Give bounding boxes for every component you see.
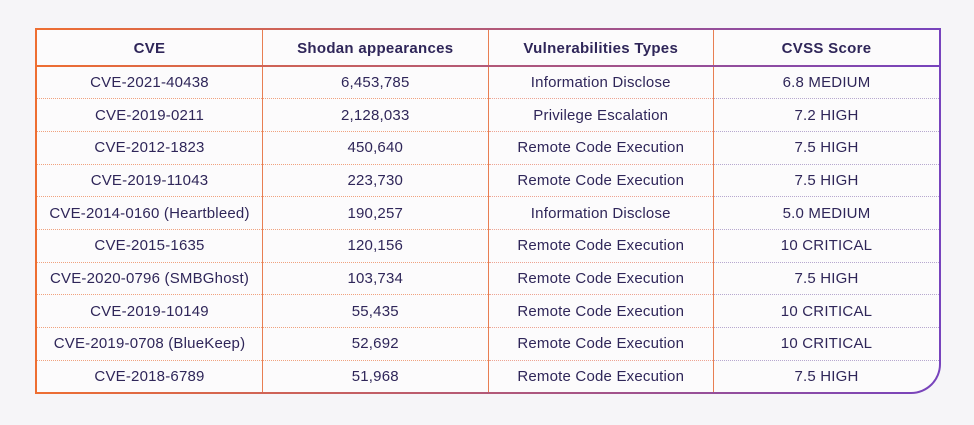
table-row: CVE-2021-40438 6,453,785 Information Discl… — [37, 67, 939, 99]
cvss-score-cell: 7.5 HIGH — [713, 163, 939, 197]
shodan-appearances-cell: 6,453,785 — [262, 67, 489, 99]
cvss-score-cell: 10 CRITICAL — [713, 294, 939, 328]
cve-cell: CVE-2014-0160 (Heartbleed) — [37, 196, 263, 230]
table-row: CVE-2015-1635 120,156 Remote Code Executio… — [37, 228, 939, 263]
shodan-appearances-cell: 51,968 — [262, 359, 489, 392]
column-header-cve: CVE — [37, 30, 263, 67]
cvss-score-cell: 10 CRITICAL — [713, 326, 939, 361]
table-row: CVE-2018-6789 51,968 Remote Code Execution… — [37, 359, 939, 392]
vulnerability-type-cell: Remote Code Execution — [488, 359, 714, 392]
cve-cell: CVE-2018-6789 — [37, 359, 263, 392]
vulnerability-type-cell: Remote Code Execution — [488, 326, 714, 361]
column-header-shodan-appearances: Shodan appearances — [262, 30, 489, 67]
vulnerability-type-cell: Remote Code Execution — [488, 163, 714, 197]
cvss-score-cell: 7.2 HIGH — [713, 98, 939, 132]
vulnerability-type-cell: Information Disclose — [488, 67, 714, 99]
shodan-appearances-cell: 450,640 — [262, 131, 489, 165]
header-row: CVE Shodan appearances Vulnerabilities T… — [37, 30, 939, 67]
cvss-score-cell: 6.8 MEDIUM — [782, 74, 871, 92]
vulnerability-type-cell: Information Disclose — [488, 196, 714, 230]
cve-cell: CVE-2019-0211 — [37, 98, 263, 132]
cve-cell: CVE-2019-11043 — [37, 163, 263, 197]
shodan-appearances-cell: 55,435 — [262, 294, 489, 328]
table-row: CVE-2019-0708 (BlueKeep) 52,692 Remote Cod… — [37, 326, 939, 361]
table-row: CVE-2019-11043 223,730 Remote Code Executi… — [37, 163, 939, 197]
cve-cell: CVE-2019-10149 — [37, 294, 263, 328]
cve-cell: CVE-2021-40438 — [37, 67, 263, 99]
cvss-score-cell: 10 CRITICAL — [713, 228, 939, 263]
shodan-appearances-cell: 103,734 — [262, 261, 489, 295]
table-row: CVE-2020-0796 (SMBGhost) 103,734 Remote Co… — [37, 261, 939, 295]
cve-vulnerabilities-table: CVE Shodan appearances Vulnerabilities T… — [35, 28, 941, 394]
cve-cell: CVE-2020-0796 (SMBGhost) — [37, 261, 263, 295]
shodan-appearances-cell: 2,128,033 — [262, 98, 489, 132]
cvss-score-cell: 7.5 HIGH — [713, 131, 939, 165]
shodan-appearances-cell: 223,730 — [262, 163, 489, 197]
cvss-score-cell: 7.5 HIGH — [713, 261, 939, 295]
table-row: CVE-2019-0211 2,128,033 Privilege Escalati… — [37, 98, 939, 132]
cvss-score-cell: 5.0 MEDIUM — [713, 196, 939, 230]
header-separator-line — [37, 65, 939, 67]
table-row: CVE-2014-0160 (Heartbleed) 190,257 Informa… — [37, 196, 939, 230]
table-row: CVE-2012-1823 450,640 Remote Code Executio… — [37, 131, 939, 165]
shodan-appearances-cell: 190,257 — [262, 196, 489, 230]
vulnerability-type-cell: Remote Code Execution — [488, 261, 714, 295]
data-table: CVE Shodan appearances Vulnerabilities T… — [37, 30, 939, 392]
column-header-vulnerabilities-types: Vulnerabilities Types — [488, 30, 714, 67]
table-header: CVE Shodan appearances Vulnerabilities T… — [37, 30, 939, 67]
vulnerability-type-cell: Remote Code Execution — [488, 131, 714, 165]
vulnerability-type-cell: Remote Code Execution — [488, 294, 714, 328]
table-row: CVE-2019-10149 55,435 Remote Code Executio… — [37, 294, 939, 328]
cvss-score-cell: 7.5 HIGH — [713, 359, 939, 392]
cve-cell: CVE-2019-0708 (BlueKeep) — [37, 326, 263, 361]
vulnerability-type-cell: Privilege Escalation — [488, 98, 714, 132]
shodan-appearances-cell: 52,692 — [262, 326, 489, 361]
column-header-cvss-score: CVSS Score — [781, 40, 872, 57]
cve-cell: CVE-2015-1635 — [37, 228, 263, 263]
shodan-appearances-cell: 120,156 — [262, 228, 489, 263]
table-body: CVE-2021-40438 6,453,785 Information Discl… — [37, 67, 939, 392]
cve-cell: CVE-2012-1823 — [37, 131, 263, 165]
vulnerability-type-cell: Remote Code Execution — [488, 228, 714, 263]
